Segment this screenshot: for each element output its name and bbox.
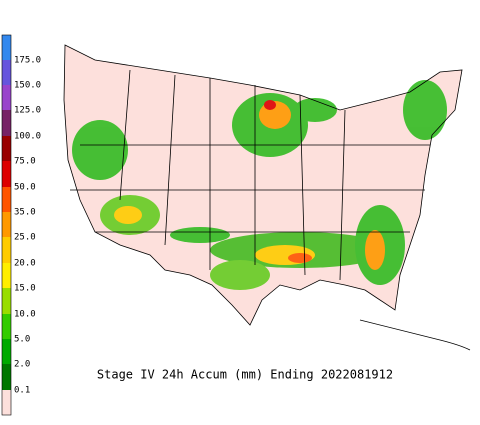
legend-label: 50.0	[14, 183, 36, 193]
colorbar: 175.0 150.0 125.0 100.0 75.0 50.0 35.0 2…	[1, 34, 41, 416]
precip-area	[365, 230, 385, 270]
colorbar-segment	[2, 212, 11, 237]
legend-label: 25.0	[14, 233, 36, 243]
legend-label: 2.0	[14, 360, 30, 370]
legend-label: 35.0	[14, 208, 36, 218]
legend-label: 10.0	[14, 310, 36, 320]
colorbar-segment	[2, 364, 11, 390]
colorbar-segment	[2, 314, 11, 339]
precip-area	[72, 120, 128, 180]
legend-label: 175.0	[14, 56, 41, 66]
country-border	[63, 44, 463, 326]
precip-area	[288, 253, 312, 263]
colorbar-segment	[2, 288, 11, 314]
legend-label: 150.0	[14, 81, 41, 91]
legend-label: 75.0	[14, 157, 36, 167]
legend-label: 5.0	[14, 335, 30, 345]
legend-label: 125.0	[14, 106, 41, 116]
state-lines	[70, 69, 430, 281]
colorbar-segment	[2, 110, 11, 136]
precip-area	[114, 206, 142, 224]
legend-label: 100.0	[14, 132, 41, 142]
colorbar-segment	[2, 339, 11, 364]
precip-area	[210, 260, 270, 290]
precip-area	[403, 80, 447, 140]
colorbar-segment	[2, 263, 11, 288]
legend-label: 15.0	[14, 284, 36, 294]
cuba-outline	[359, 319, 471, 351]
colorbar-segment	[2, 85, 11, 110]
precip-area	[170, 227, 230, 243]
colorbar-segment	[2, 237, 11, 263]
colorbar-segment	[2, 390, 11, 415]
precip-areas	[72, 80, 447, 290]
colorbar-segment	[2, 35, 11, 60]
map	[63, 44, 471, 351]
legend-label: 0.1	[14, 386, 30, 396]
precip-area	[293, 98, 337, 122]
colorbar-segment	[2, 136, 11, 161]
map-title: Stage IV 24h Accum (mm) Ending 202208191…	[97, 368, 393, 382]
precip-area	[264, 100, 276, 110]
colorbar-segment	[2, 187, 11, 212]
colorbar-frame	[1, 34, 12, 416]
legend-label: 20.0	[14, 259, 36, 269]
colorbar-segment	[2, 60, 11, 85]
colorbar-segment	[2, 161, 11, 187]
